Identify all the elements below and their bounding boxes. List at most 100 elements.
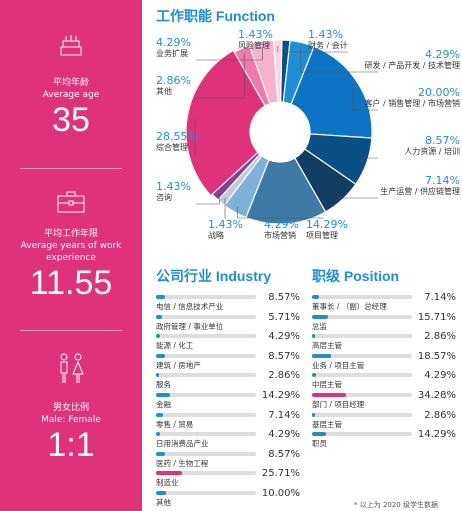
stat-gender-value: 1:1 <box>47 426 95 464</box>
donut-slice <box>245 157 327 225</box>
bar-track <box>156 491 256 495</box>
bar-label: 政府管理 / 事业单位 <box>156 321 224 331</box>
function-slice-label: 生产运营 / 供应链管理 <box>380 187 460 196</box>
leader-line <box>196 53 245 99</box>
bar-track <box>312 412 412 417</box>
bar-value: 4.29% <box>268 429 300 441</box>
function-title-en: Function <box>215 8 275 24</box>
bar-value: 2.86% <box>268 370 300 382</box>
bar-row: 其他 10.00% <box>156 488 300 510</box>
bar-row: 中层主管 4.29% <box>312 370 456 392</box>
right-panel: 工作职能 Function 1.43% 财务 / 会计 4.29% 研发 / 产品开发… <box>142 0 462 511</box>
bar-row: 零售 / 贸易 7.14% <box>156 410 300 432</box>
function-slice-value: 7.14% <box>425 174 460 187</box>
bar-value: 2.86% <box>424 331 456 343</box>
leader-line <box>285 46 348 53</box>
bar-row: 能源 / 化工 4.29% <box>156 331 300 353</box>
bar-fill <box>156 491 166 495</box>
bar-track <box>312 295 412 299</box>
function-slice-label: 研发 / 产品开发 / 技术管理 <box>364 61 460 70</box>
bar-row: 部门 / 项目经理 34.28% <box>312 390 456 412</box>
bar-row: 政府管理 / 事业单位 5.71% <box>156 312 300 334</box>
bar-label: 能源 / 化工 <box>156 341 194 351</box>
stat-age: 平均年龄 Average age 35 <box>0 77 142 139</box>
leader-line <box>194 118 196 155</box>
leader-line <box>237 206 282 219</box>
bar-fill <box>312 314 328 319</box>
leader-line <box>360 157 378 161</box>
function-annotation: 4.29% 业务扩展 <box>156 36 191 59</box>
industry-title-zh: 公司行业 <box>156 268 212 284</box>
function-annotation: 4.29% 市场营销 <box>264 218 299 241</box>
bar-fill <box>156 451 165 456</box>
bar-row: 建筑 / 房地产 8.57% <box>156 351 300 373</box>
bar-value: 34.28% <box>417 390 456 401</box>
function-annotation: 1.43% 财务 / 会计 <box>308 28 348 51</box>
donut-slice <box>290 45 373 139</box>
donut-slice <box>185 49 266 197</box>
bar-track <box>156 412 256 417</box>
function-title: 工作职能 Function <box>156 6 275 26</box>
stat-experience: 平均工作年限 Average years of work experience … <box>0 228 142 302</box>
bar-row: 金融 14.29% <box>156 390 300 412</box>
leader-line <box>300 48 378 73</box>
function-slice-label: 人力资源 / 培训 <box>404 147 460 156</box>
function-annotation: 1.43% 风险管理 <box>238 28 273 51</box>
bar-track <box>156 334 256 339</box>
leader-line <box>352 86 378 111</box>
industry-title: 公司行业 Industry <box>156 266 271 286</box>
function-slice-label: 综合管理 <box>156 143 188 152</box>
bar-track <box>312 432 412 437</box>
function-slice-value: 4.29% <box>156 36 191 49</box>
bar-track <box>156 432 256 437</box>
function-slice-value: 20.00% <box>418 86 460 99</box>
bar-value: 7.14% <box>424 292 456 303</box>
function-slice-value: 14.29% <box>306 218 348 231</box>
bar-value: 25.71% <box>261 468 300 480</box>
bar-label: 高层主管 <box>312 341 342 351</box>
function-slice-value: 8.57% <box>425 134 460 147</box>
function-slice-value: 2.86% <box>156 74 191 87</box>
bar-value: 8.57% <box>268 292 300 303</box>
cake-icon <box>0 32 142 62</box>
function-annotation: 1.43% 战略 <box>208 218 243 241</box>
bar-fill <box>156 314 162 319</box>
male-female-icon <box>0 352 142 390</box>
bar-value: 10.00% <box>261 488 300 499</box>
stat-age-label-zh: 平均年龄 <box>52 78 89 88</box>
bar-fill <box>156 334 161 339</box>
bar-row: 业务 / 项目主管 18.57% <box>312 351 456 373</box>
position-title-en: Position <box>343 268 400 284</box>
bar-value: 18.57% <box>417 350 456 362</box>
function-slice-label: 项目管理 <box>306 231 338 240</box>
function-slice-value: 1.43% <box>308 28 343 41</box>
bar-fill <box>312 432 327 437</box>
bar-label: 制造业 <box>156 478 179 488</box>
function-annotation: 20.00% 客户 / 销售管理 / 市场营销 <box>364 86 460 109</box>
bar-row: 日用消费品产业 4.29% <box>156 429 300 451</box>
bar-row: 医药 / 生物工程 8.57% <box>156 449 300 471</box>
briefcase-icon <box>0 190 142 218</box>
bar-track <box>312 314 412 319</box>
bar-track <box>156 373 256 378</box>
stat-age-value: 35 <box>52 101 90 139</box>
bar-label: 零售 / 贸易 <box>156 419 194 429</box>
bar-track <box>156 353 256 358</box>
industry-title-en: Industry <box>215 268 272 284</box>
bar-row: 职员 14.29% <box>312 429 456 451</box>
bar-fill <box>156 393 171 397</box>
bar-value: 4.29% <box>424 370 456 382</box>
bar-label: 建筑 / 房地产 <box>156 360 201 370</box>
function-slice-label: 战略 <box>208 231 224 240</box>
bar-row: 董事长 / （副）总经理 7.14% <box>312 292 456 314</box>
left-panel: 平均年龄 Average age 35 平均工作年限 Average years… <box>0 0 142 511</box>
function-annotation: 8.57% 人力资源 / 培训 <box>404 134 460 157</box>
bar-label: 电信 / 信息技术产业 <box>156 302 224 311</box>
function-annotation: 2.86% 其他 <box>156 74 191 97</box>
bar-label: 服务 <box>156 380 171 390</box>
donut-slice <box>272 39 283 103</box>
stat-experience-label-en: Average years of work experience <box>20 241 122 263</box>
footnote: * 以上为 2020 级学生数据 <box>354 501 438 509</box>
bar-value: 7.14% <box>268 409 300 421</box>
bar-track <box>312 334 412 339</box>
